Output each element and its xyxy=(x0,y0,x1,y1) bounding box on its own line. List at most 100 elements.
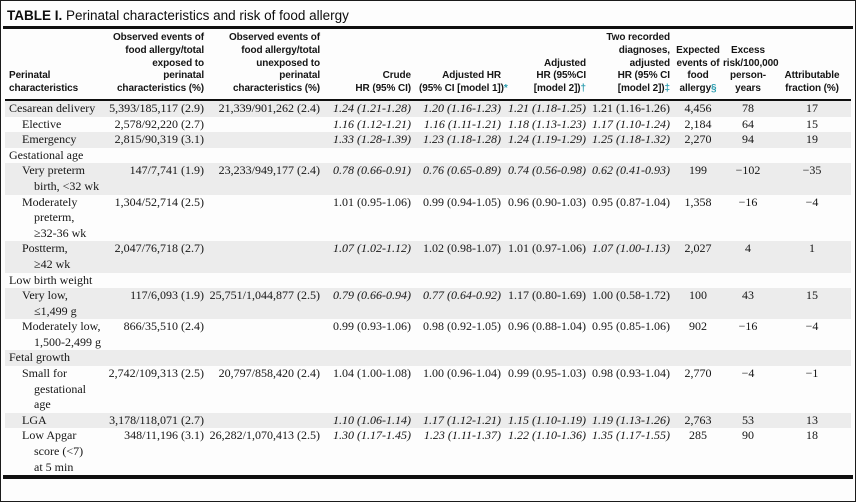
cell-adj1 xyxy=(419,148,505,164)
header-exposed: Observed events of food allergy/total expo… xyxy=(103,29,207,101)
row-label: Low Apgar xyxy=(22,428,77,443)
cell-attrib xyxy=(773,148,851,164)
row-label-continuation: 1,500-2,499 g xyxy=(34,334,101,349)
cell-crude: 1.16 (1.12-1.21) xyxy=(333,116,411,131)
cell-characteristic: Very low, ≤1,499 g xyxy=(5,288,103,319)
cell-attrib: 1 xyxy=(809,241,815,256)
header-line: events of xyxy=(676,57,720,69)
cell-exposed: 866/35,510 (2.4) xyxy=(123,319,204,334)
table-row: LGA 3,178/118,071 (2.7) 1.10 (1.06-1.14) 1.… xyxy=(5,412,851,429)
header-line: Observed events of xyxy=(112,32,204,43)
cell-expected: 2,184 xyxy=(684,116,712,131)
header-line: food allergy/total xyxy=(125,44,204,56)
cell-excess: 64 xyxy=(742,116,754,131)
cell-attrib: 15 xyxy=(806,288,818,303)
header-line: adjusted xyxy=(629,57,670,69)
row-label: Emergency xyxy=(22,132,77,147)
section-row: Low birth weight xyxy=(5,273,851,289)
cell-unexposed xyxy=(207,413,323,429)
cell-crude xyxy=(323,273,419,289)
row-label: Moderately xyxy=(22,194,78,209)
row-label: Very preterm xyxy=(22,163,85,178)
cell-crude xyxy=(323,148,419,164)
header-line: characteristics (%) xyxy=(232,83,320,95)
row-label-continuation: ≥32-36 wk xyxy=(34,225,87,240)
cell-expected: 4,456 xyxy=(684,100,712,115)
cell-excess: −4 xyxy=(741,366,755,381)
cell-characteristic: Emergency xyxy=(5,132,103,148)
cell-exposed xyxy=(103,148,207,164)
cell-excess xyxy=(723,273,773,289)
row-label-continuation: birth, <32 wk xyxy=(34,178,100,193)
row-label-continuation: age xyxy=(34,397,51,412)
cell-characteristic: Small for gestational age xyxy=(5,366,103,413)
header-line: HR (95% CI) xyxy=(355,83,411,95)
cell-crude xyxy=(323,350,419,366)
cell-two: 1.21 (1.16-1.26) xyxy=(592,100,670,115)
footnote-mark: † xyxy=(580,83,587,95)
cell-two xyxy=(589,148,673,164)
cell-adj2 xyxy=(505,350,589,366)
cell-unexposed: 25,751/1,044,877 (2.5) xyxy=(209,288,320,303)
cell-adj2: 0.99 (0.95-1.03) xyxy=(508,366,586,381)
cell-attrib xyxy=(773,273,851,289)
table-row: Small for gestational age 2,742/109,313 (2.… xyxy=(5,366,851,413)
cell-characteristic: Postterm, ≥42 wk xyxy=(5,241,103,272)
cell-characteristic: LGA xyxy=(5,413,103,429)
row-label: Low birth weight xyxy=(9,272,93,287)
cell-excess: 90 xyxy=(742,428,754,443)
cell-expected: 902 xyxy=(689,319,707,334)
row-label: Very low, xyxy=(22,288,68,303)
header-line: Perinatal xyxy=(9,70,51,82)
cell-characteristic: Fetal growth xyxy=(5,350,103,366)
cell-expected xyxy=(673,350,723,366)
row-label-continuation: preterm, xyxy=(34,210,75,225)
table-body: Cesarean delivery 5,393/185,117 (2.9) 21,3… xyxy=(5,99,851,475)
header-line: allergy§ xyxy=(679,83,717,95)
cell-unexposed: 21,339/901,262 (2.4) xyxy=(218,100,320,115)
row-label-continuation: score (<7) xyxy=(34,444,84,459)
table-row: Very low, ≤1,499 g 117/6,093 (1.9) 25,751/1… xyxy=(5,288,851,320)
cell-two: 1.00 (0.58-1.72) xyxy=(592,288,670,303)
header-line: perinatal xyxy=(163,70,204,82)
header-two: Two recorded diagnoses, adjusted HR (95% CI… xyxy=(589,29,673,101)
cell-crude: 1.07 (1.02-1.12) xyxy=(333,241,411,256)
row-label: Postterm, xyxy=(22,241,68,256)
cell-adj1 xyxy=(419,350,505,366)
cell-adj1: 0.99 (0.94-1.05) xyxy=(423,194,501,209)
cell-adj2: 1.18 (1.13-1.23) xyxy=(508,116,586,131)
header-line: fraction (%) xyxy=(785,83,839,95)
table-row: Low Apgar score (<7) at 5 min 348/11,196 (3… xyxy=(5,428,851,475)
row-label: LGA xyxy=(22,412,47,427)
cell-attrib: 15 xyxy=(806,116,818,131)
table-row: Very preterm birth, <32 wk 147/7,741 (1.9)… xyxy=(5,163,851,195)
cell-adj2: 1.01 (0.97-1.06) xyxy=(508,241,586,256)
cell-crude: 1.10 (1.06-1.14) xyxy=(333,412,411,427)
cell-adj2 xyxy=(505,148,589,164)
cell-adj1: 1.00 (0.96-1.04) xyxy=(423,366,501,381)
cell-excess: 78 xyxy=(742,100,754,115)
cell-characteristic: Moderately preterm, ≥32-36 wk xyxy=(5,195,103,242)
header-attrib: Attributable fraction (%) xyxy=(773,29,851,101)
footnote-mark: § xyxy=(711,83,717,95)
cell-crude: 0.79 (0.66-0.94) xyxy=(333,288,411,303)
header-adj2: Adjusted HR (95%CI [model 2])† xyxy=(505,29,589,101)
header-line: Expected xyxy=(676,44,720,56)
header-line: Excess xyxy=(731,44,765,56)
header-line: [model 2])‡ xyxy=(617,83,670,95)
cell-expected: 2,027 xyxy=(684,241,712,256)
table-title-text: Perinatal characteristics and risk of fo… xyxy=(66,8,349,23)
header-line: HR (95%CI xyxy=(536,70,586,82)
table-title: TABLE I. Perinatal characteristics and r… xyxy=(1,1,855,26)
bottom-rule xyxy=(3,475,853,480)
table-row: Moderately preterm, ≥32-36 wk 1,304/52,714 … xyxy=(5,195,851,242)
cell-adj1: 1.16 (1.11-1.21) xyxy=(423,116,501,131)
cell-characteristic: Very preterm birth, <32 wk xyxy=(5,163,103,194)
header-expected: Expected events of food allergy§ xyxy=(673,29,723,101)
cell-exposed: 2,742/109,313 (2.5) xyxy=(108,366,204,381)
cell-two: 1.17 (1.10-1.24) xyxy=(592,116,670,131)
cell-excess: 43 xyxy=(742,288,754,303)
cell-unexposed xyxy=(207,273,323,289)
cell-two: 0.62 (0.41-0.93) xyxy=(592,163,670,178)
header-line: Attributable xyxy=(784,70,840,82)
